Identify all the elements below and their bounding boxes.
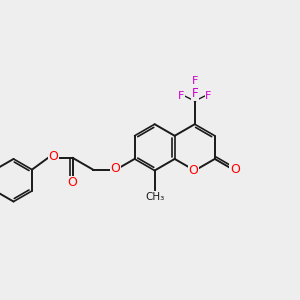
Text: O: O bbox=[189, 164, 199, 177]
Text: F: F bbox=[178, 91, 184, 101]
Text: O: O bbox=[67, 176, 77, 190]
Text: F: F bbox=[191, 76, 198, 86]
Text: F: F bbox=[205, 91, 212, 101]
Text: O: O bbox=[230, 163, 240, 176]
Text: F: F bbox=[191, 87, 198, 100]
Text: CH₃: CH₃ bbox=[145, 192, 164, 202]
Text: O: O bbox=[110, 162, 120, 175]
Text: O: O bbox=[48, 151, 58, 164]
